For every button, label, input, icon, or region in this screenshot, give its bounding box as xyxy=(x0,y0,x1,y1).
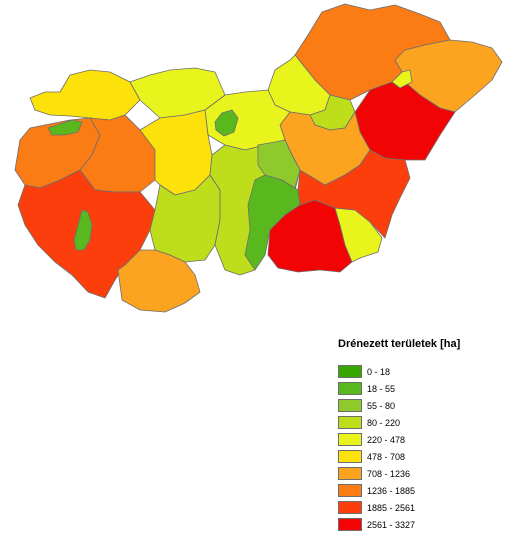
region-budapest-core xyxy=(214,109,239,137)
legend-row: 0 - 18 xyxy=(338,363,506,380)
legend-label: 55 - 80 xyxy=(367,400,396,411)
legend-title: Drénezett területek [ha] xyxy=(338,338,461,350)
legend-swatch xyxy=(338,484,362,497)
region-north-west-small xyxy=(129,67,226,119)
legend-row: 478 - 708 xyxy=(338,448,506,465)
region-east-lower xyxy=(297,149,411,239)
legend-label: 18 - 55 xyxy=(367,383,396,394)
legend-swatch xyxy=(338,501,362,514)
legend-row: 55 - 80 xyxy=(338,397,506,414)
region-south-center xyxy=(117,249,201,313)
legend-swatch xyxy=(338,518,362,531)
legend-label: 220 - 478 xyxy=(367,434,406,445)
legend-label: 80 - 220 xyxy=(367,417,401,428)
legend-rows: 0 - 18 18 - 55 55 - 80 80 - 220 220 - 478 478… xyxy=(338,363,506,533)
legend-row: 80 - 220 xyxy=(338,414,506,431)
region-north-east-upper-small xyxy=(391,69,413,89)
legend-label: 708 - 1236 xyxy=(367,468,411,479)
region-north-west xyxy=(29,69,141,121)
region-south-central-small xyxy=(257,139,301,189)
region-south-west-lake xyxy=(73,209,93,251)
legend-swatch xyxy=(338,467,362,480)
legend-label: 1236 - 1885 xyxy=(367,485,416,496)
drained-areas-map xyxy=(14,3,503,313)
legend-label: 2561 - 3327 xyxy=(367,519,416,530)
legend-label: 0 - 18 xyxy=(367,366,391,377)
legend-row: 220 - 478 xyxy=(338,431,506,448)
legend-row: 708 - 1236 xyxy=(338,465,506,482)
region-north-green-strip xyxy=(47,119,83,136)
legend-swatch xyxy=(338,399,362,412)
legend-swatch xyxy=(338,382,362,395)
legend-row: 18 - 55 xyxy=(338,380,506,397)
legend-label: 1885 - 2561 xyxy=(367,502,416,513)
legend-row: 2561 - 3327 xyxy=(338,516,506,533)
legend: Drénezett területek [ha] 0 - 18 18 - 55 55… xyxy=(338,337,506,533)
legend-label: 478 - 708 xyxy=(367,451,406,462)
legend-row: 1236 - 1885 xyxy=(338,482,506,499)
legend-swatch xyxy=(338,416,362,429)
legend-swatch xyxy=(338,450,362,463)
legend-row: 1885 - 2561 xyxy=(338,499,506,516)
legend-swatch xyxy=(338,433,362,446)
legend-swatch xyxy=(338,365,362,378)
